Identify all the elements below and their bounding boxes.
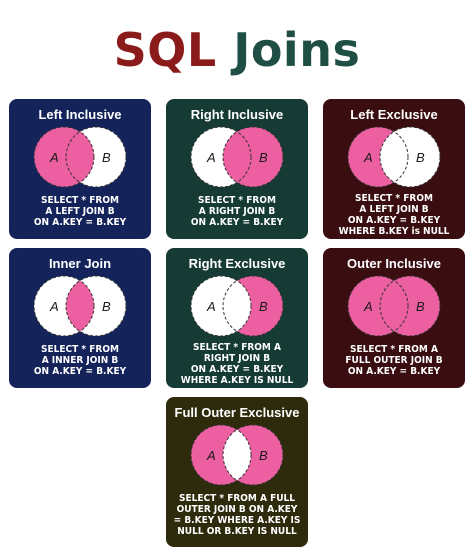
set-label-a: A bbox=[363, 299, 373, 314]
venn-diagram-left-inclusive: A B bbox=[33, 126, 127, 188]
sql-query: SELECT * FROM A FULL OUTER JOIN B ON A.K… bbox=[173, 493, 301, 537]
card-left-inclusive: Left Inclusive A B SELECT * FROM A LEFT … bbox=[9, 99, 151, 239]
set-label-b: B bbox=[102, 150, 111, 165]
set-label-a: A bbox=[49, 299, 59, 314]
sql-query: SELECT * FROM A RIGHT JOIN B ON A.KEY = … bbox=[180, 342, 294, 386]
card-title: Left Inclusive bbox=[38, 107, 122, 122]
sql-query: SELECT * FROM A INNER JOIN B ON A.KEY = … bbox=[33, 344, 127, 377]
card-title: Right Exclusive bbox=[188, 256, 286, 271]
set-label-a: A bbox=[206, 150, 216, 165]
card-title: Right Inclusive bbox=[190, 107, 284, 122]
card-title: Outer Inclusive bbox=[347, 256, 441, 271]
set-label-b: B bbox=[259, 448, 268, 463]
set-label-a: A bbox=[363, 150, 373, 165]
card-right-exclusive: Right Exclusive A B SELECT * FROM A RIGH… bbox=[166, 248, 308, 388]
card-outer-inclusive: Outer Inclusive A B SELECT * FROM A FULL… bbox=[323, 248, 465, 388]
card-title: Left Exclusive bbox=[350, 107, 438, 122]
card-title: Full Outer Exclusive bbox=[174, 405, 300, 420]
set-label-b: B bbox=[259, 299, 268, 314]
sql-query: SELECT * FROM A LEFT JOIN B ON A.KEY = B… bbox=[338, 193, 450, 237]
sql-query: SELECT * FROM A FULL OUTER JOIN B ON A.K… bbox=[345, 344, 443, 377]
set-label-a: A bbox=[206, 299, 216, 314]
set-label-a: A bbox=[206, 448, 216, 463]
sql-query: SELECT * FROM A RIGHT JOIN B ON A.KEY = … bbox=[190, 195, 284, 228]
venn-diagram-full-outer-exclusive: A B bbox=[190, 424, 284, 486]
set-label-b: B bbox=[416, 150, 425, 165]
card-right-inclusive: Right Inclusive A B SELECT * FROM A RIGH… bbox=[166, 99, 308, 239]
set-label-b: B bbox=[102, 299, 111, 314]
venn-diagram-inner-join: A B bbox=[33, 275, 127, 337]
set-label-b: B bbox=[259, 150, 268, 165]
card-title: Inner Join bbox=[48, 256, 112, 271]
venn-diagram-outer-inclusive: A B bbox=[347, 275, 441, 337]
card-left-exclusive: Left Exclusive A B SELECT * FROM A LEFT … bbox=[323, 99, 465, 239]
sql-query: SELECT * FROM A LEFT JOIN B ON A.KEY = B… bbox=[33, 195, 127, 228]
set-label-b: B bbox=[416, 299, 425, 314]
set-label-a: A bbox=[49, 150, 59, 165]
page-title: SQL Joins bbox=[0, 22, 474, 78]
venn-diagram-right-exclusive: A B bbox=[190, 275, 284, 337]
venn-diagram-left-exclusive: A B bbox=[347, 126, 441, 188]
title-word-sql: SQL bbox=[113, 23, 217, 77]
card-full-outer-exclusive: Full Outer Exclusive A B SELECT * FROM A… bbox=[166, 397, 308, 547]
venn-diagram-right-inclusive: A B bbox=[190, 126, 284, 188]
card-inner-join: Inner Join A B SELECT * FROM A INNER JOI… bbox=[9, 248, 151, 388]
title-word-joins: Joins bbox=[233, 23, 361, 77]
